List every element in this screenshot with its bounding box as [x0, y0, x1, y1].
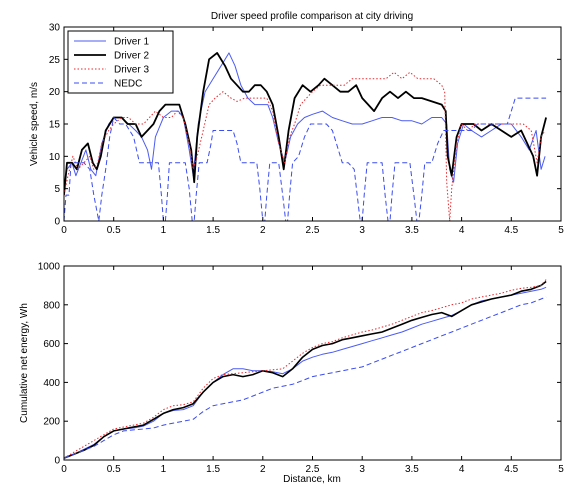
x-tick-label: 4.5: [504, 464, 518, 475]
y-tick-label: 1000: [38, 262, 61, 273]
x-tick-label: 3: [359, 464, 365, 475]
x-tick-label: 4.5: [504, 225, 518, 236]
legend-entry: Driver 3: [114, 65, 149, 76]
x-tick-label: 4: [459, 464, 465, 475]
y-tick-label: 20: [49, 87, 61, 98]
speed-profile-chart: Driver speed profile comparison at city …: [29, 11, 564, 236]
x-tick-label: 3: [359, 225, 365, 236]
series-line-4: [64, 296, 547, 459]
y-tick-label: 25: [49, 55, 61, 66]
axes-box: [63, 26, 562, 222]
series-line-3: [64, 279, 547, 459]
y-tick-label: 30: [49, 23, 61, 34]
legend-entry: NEDC: [114, 79, 142, 90]
x-tick-label: 0.5: [107, 225, 121, 236]
series-line-1: [64, 286, 547, 459]
y-axis-label: Vehicle speed, m/s: [29, 82, 40, 166]
chart-title: Driver speed profile comparison at city …: [211, 11, 413, 22]
x-tick-label: 4: [459, 225, 465, 236]
y-tick-label: 15: [49, 120, 61, 131]
x-tick-label: 2.5: [306, 464, 320, 475]
series-line-2: [64, 280, 547, 459]
axis-ticks: 0 0.5 1 1.5 2 2.5 3 3.5 4 4.5 5 0 5 10 15 20 25 30: [49, 23, 564, 237]
y-axis-label: Cumulative net energy, Wh: [19, 303, 30, 423]
legend-entry: Driver 1: [114, 37, 149, 48]
x-tick-label: 0: [61, 464, 67, 475]
series-line-4: [64, 97, 547, 221]
legend-entry: Driver 2: [114, 51, 149, 62]
y-tick-label: 200: [43, 417, 60, 428]
x-tick-label: 3.5: [405, 464, 419, 475]
y-tick-label: 400: [43, 378, 60, 389]
x-tick-label: 1: [161, 225, 167, 236]
y-tick-label: 10: [49, 152, 61, 163]
x-tick-label: 0.5: [107, 464, 121, 475]
x-tick-label: 1.5: [206, 225, 220, 236]
x-tick-label: 0: [61, 225, 67, 236]
series-lines: [64, 52, 547, 221]
axes-box: [63, 265, 562, 461]
x-axis-label: Distance, km: [283, 474, 341, 485]
x-tick-label: 2.5: [306, 225, 320, 236]
y-tick-label: 600: [43, 339, 60, 350]
y-tick-label: 0: [54, 217, 60, 228]
y-tick-label: 5: [54, 184, 60, 195]
x-tick-label: 2: [260, 464, 266, 475]
plot-frame: [63, 265, 562, 461]
y-tick-label: 800: [43, 300, 60, 311]
energy-chart: Cumulative net energy, Wh Distance, km 0…: [19, 262, 564, 486]
series-lines: [64, 279, 547, 459]
series-line-2: [64, 52, 547, 196]
x-tick-label: 5: [558, 464, 564, 475]
x-tick-label: 1: [161, 464, 167, 475]
x-tick-label: 5: [558, 225, 564, 236]
axis-ticks: 0 0.5 1 1.5 2 2.5 3 3.5 4 4.5 5 0 200 400 600 800 1000: [38, 262, 564, 476]
plot-frame: [63, 26, 562, 222]
y-tick-label: 0: [54, 456, 60, 467]
x-tick-label: 1.5: [206, 464, 220, 475]
legend: Driver 1 Driver 2 Driver 3 NEDC: [67, 30, 174, 94]
x-tick-label: 3.5: [405, 225, 419, 236]
x-tick-label: 2: [260, 225, 266, 236]
